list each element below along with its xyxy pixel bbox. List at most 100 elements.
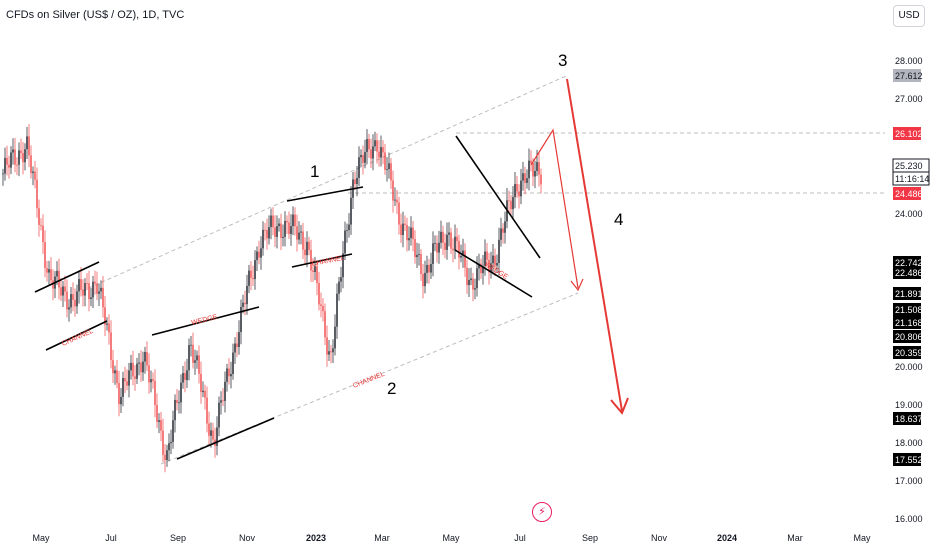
candle-body [218,402,220,428]
pattern-label-channel-3: CHANNEL [352,371,386,390]
candle-body [408,238,410,241]
wave-labels: 1 2 3 4 [310,51,623,398]
candle-body [484,251,486,266]
candle-body [154,380,156,406]
candle-body [426,264,428,273]
candle-body [370,149,372,159]
candle-body [468,280,470,286]
candle-body [24,149,26,163]
candle-body [34,171,36,180]
candle-body [464,250,466,268]
candle-body [72,294,74,300]
candle-body [530,160,532,163]
candle-body [400,224,402,236]
x-axis: May Jul Sep Nov 2023 Mar May Jul Sep Nov… [32,533,871,543]
candle-body [28,136,30,156]
candle-body [208,423,210,436]
candle-body [210,430,212,436]
candle-body [56,270,58,277]
candle-body [92,281,94,298]
candle-body [342,253,344,278]
candle-body [498,239,500,264]
candle-body [252,277,254,280]
candle-body [32,171,34,174]
candle-body [4,157,6,174]
y-tick-label: 20.000 [895,362,923,372]
candle-body [496,263,498,266]
candle-body [232,352,234,375]
wave-label-1: 1 [310,162,319,181]
candle-body [168,443,170,451]
candle-body [284,220,286,237]
price-label-24486: 24.486 [895,189,923,199]
candle-body [328,351,330,355]
candle-body [338,281,340,294]
candle-body [354,179,356,185]
candle-body [292,214,294,227]
candle-body [404,223,406,225]
candle-body [454,236,456,251]
candle-body [372,146,374,159]
candle-body [460,255,462,258]
candle-body [286,220,288,223]
candle-body [134,376,136,379]
price-label-20806: 20.806 [895,332,923,342]
channel-top-left [34,261,100,293]
candle-body [114,370,116,374]
candle-body [510,200,512,210]
candle-body [326,337,328,355]
candle-body [428,264,430,273]
candle-body [346,230,348,231]
candles-group [2,124,542,473]
currency-button[interactable]: USD [893,5,925,27]
candle-body [260,248,262,258]
candle-body [348,224,350,231]
candle-body [266,230,268,239]
candle-body [88,283,90,300]
candle-body [140,362,142,373]
candle-body [368,139,370,150]
candle-body [502,228,504,233]
candle-body [212,430,214,440]
candle-body [282,236,284,238]
candle-body [360,154,362,158]
candle-body [38,208,40,225]
candle-body [160,420,162,431]
wave-label-2: 2 [387,379,396,398]
candle-body [12,149,14,153]
candle-body [156,405,158,422]
candle-body [456,236,458,242]
y-tick-label: 18.000 [895,438,923,448]
candle-body [264,229,266,231]
candle-body [396,199,398,203]
candle-body [142,361,144,373]
candle-body [250,270,252,278]
candle-body [172,420,174,442]
candle-body [366,139,368,152]
wedge-bottom-right [454,249,533,298]
candle-body [402,223,404,236]
candle-body [122,378,124,397]
wave-label-4: 4 [614,210,623,229]
candle-body [226,368,228,382]
candle-body [50,269,52,281]
candle-body [356,177,358,185]
candle-body [362,154,364,163]
candle-body [46,268,48,273]
candle-body [242,302,244,307]
candle-body [198,355,200,374]
candle-body [462,250,464,256]
candle-body [152,379,154,381]
candle-body [532,162,534,177]
pattern-label-wedge-2: WEDGE [483,261,509,281]
candle-body [236,343,238,347]
candle-body [2,173,4,175]
candle-body [136,363,138,379]
price-label-26102: 26.102 [895,129,923,139]
candle-body [8,164,10,168]
candle-body [196,355,198,361]
candle-body [406,224,408,241]
wave-label-3: 3 [558,51,567,70]
y-tick-label: 28.000 [895,56,923,66]
